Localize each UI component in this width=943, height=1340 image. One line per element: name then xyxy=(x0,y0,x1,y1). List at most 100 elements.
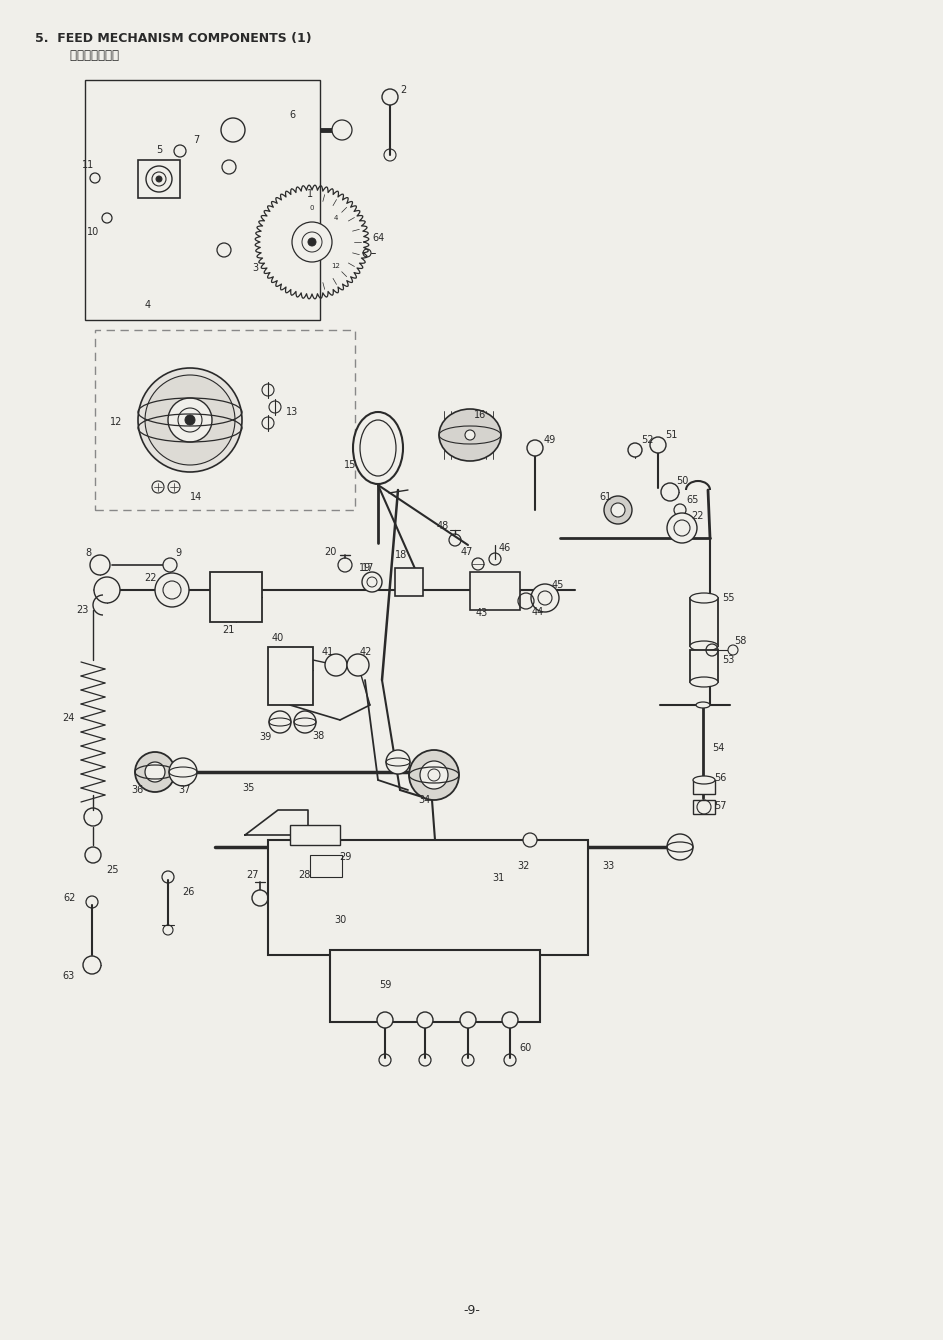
Bar xyxy=(470,572,520,610)
Circle shape xyxy=(169,758,197,787)
Ellipse shape xyxy=(353,411,403,484)
Text: 20: 20 xyxy=(323,547,337,557)
Ellipse shape xyxy=(690,677,718,687)
Text: 53: 53 xyxy=(722,655,735,665)
Circle shape xyxy=(308,239,316,247)
Text: 64: 64 xyxy=(372,233,384,243)
Ellipse shape xyxy=(696,702,710,708)
Circle shape xyxy=(362,572,382,592)
Text: 22: 22 xyxy=(143,574,157,583)
Circle shape xyxy=(604,496,632,524)
Circle shape xyxy=(417,1012,433,1028)
Bar xyxy=(210,572,262,622)
Text: 18: 18 xyxy=(395,549,407,560)
Circle shape xyxy=(650,437,666,453)
Circle shape xyxy=(386,750,410,775)
Circle shape xyxy=(527,440,543,456)
Text: 40: 40 xyxy=(272,632,284,643)
Text: 60: 60 xyxy=(520,1043,532,1053)
Circle shape xyxy=(145,375,235,465)
Text: 52: 52 xyxy=(640,436,653,445)
Circle shape xyxy=(460,1012,476,1028)
Text: 6: 6 xyxy=(289,110,295,121)
Circle shape xyxy=(83,955,101,974)
Ellipse shape xyxy=(465,430,475,440)
Text: 23: 23 xyxy=(75,604,89,615)
Bar xyxy=(693,800,715,813)
Circle shape xyxy=(377,1012,393,1028)
Bar xyxy=(690,598,718,646)
Circle shape xyxy=(222,159,236,174)
Circle shape xyxy=(628,444,642,457)
Text: 8: 8 xyxy=(85,548,91,557)
Text: 47: 47 xyxy=(461,547,473,557)
Bar xyxy=(693,780,715,795)
Circle shape xyxy=(168,398,212,442)
Bar xyxy=(138,159,180,198)
Text: 31: 31 xyxy=(492,872,505,883)
Circle shape xyxy=(221,118,245,142)
Text: 46: 46 xyxy=(499,543,511,553)
Circle shape xyxy=(145,762,165,783)
Circle shape xyxy=(94,578,120,603)
Text: 62: 62 xyxy=(64,892,76,903)
Circle shape xyxy=(347,654,369,675)
Text: 21: 21 xyxy=(222,624,234,635)
Text: 29: 29 xyxy=(339,852,351,862)
Circle shape xyxy=(146,166,172,192)
Bar xyxy=(330,864,346,880)
Bar xyxy=(290,825,340,846)
Text: 22: 22 xyxy=(691,511,703,521)
Text: 4: 4 xyxy=(334,214,339,221)
Circle shape xyxy=(163,557,177,572)
Text: 5: 5 xyxy=(156,145,162,155)
Text: 35: 35 xyxy=(241,783,255,793)
Circle shape xyxy=(667,833,693,860)
Circle shape xyxy=(287,894,303,910)
Circle shape xyxy=(252,890,268,906)
Text: 3: 3 xyxy=(252,263,258,273)
Text: 16: 16 xyxy=(474,410,487,419)
Circle shape xyxy=(420,761,448,789)
Circle shape xyxy=(135,752,175,792)
Text: 37: 37 xyxy=(178,785,190,795)
Bar xyxy=(310,855,342,876)
Text: 26: 26 xyxy=(182,887,194,896)
Text: 12: 12 xyxy=(332,263,340,269)
Text: 19: 19 xyxy=(359,563,372,574)
Text: 56: 56 xyxy=(714,773,726,783)
Text: 13: 13 xyxy=(286,407,298,417)
Circle shape xyxy=(728,645,738,655)
Text: 63: 63 xyxy=(62,972,74,981)
Text: 11: 11 xyxy=(82,159,94,170)
Text: 30: 30 xyxy=(334,915,346,925)
Text: 0: 0 xyxy=(309,205,314,210)
Text: 14: 14 xyxy=(190,492,202,502)
Text: 61: 61 xyxy=(599,492,611,502)
Text: 39: 39 xyxy=(259,732,272,742)
Circle shape xyxy=(138,369,242,472)
Text: 1: 1 xyxy=(306,189,313,200)
Circle shape xyxy=(155,574,189,607)
Circle shape xyxy=(269,712,291,733)
Bar xyxy=(690,650,718,682)
Text: 9: 9 xyxy=(175,548,181,557)
Circle shape xyxy=(332,121,352,139)
Circle shape xyxy=(409,750,459,800)
Bar xyxy=(395,568,423,596)
Ellipse shape xyxy=(693,776,715,784)
Ellipse shape xyxy=(690,594,718,603)
Text: 43: 43 xyxy=(476,608,488,618)
Text: 28: 28 xyxy=(298,870,310,880)
Circle shape xyxy=(325,654,347,675)
Text: 4: 4 xyxy=(145,300,151,310)
Ellipse shape xyxy=(690,641,718,651)
Text: 42: 42 xyxy=(360,647,372,657)
Text: -9-: -9- xyxy=(463,1304,480,1316)
Text: 5.  FEED MECHANISM COMPONENTS (1): 5. FEED MECHANISM COMPONENTS (1) xyxy=(35,32,311,44)
Circle shape xyxy=(174,145,186,157)
Text: 45: 45 xyxy=(552,580,564,590)
Bar xyxy=(95,330,355,511)
Text: 51: 51 xyxy=(665,430,677,440)
Bar xyxy=(268,840,588,955)
